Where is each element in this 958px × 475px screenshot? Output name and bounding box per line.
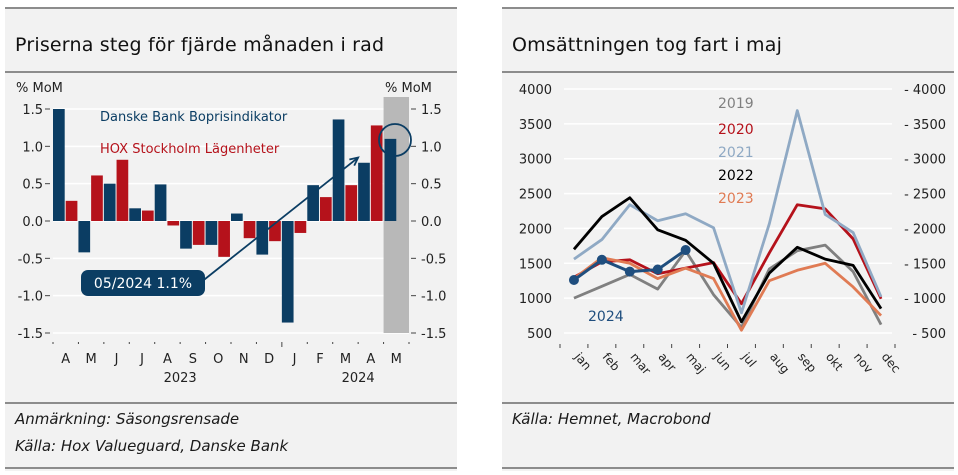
right-note-1: Källa: Hemnet, Macrobond: [512, 410, 711, 428]
top-rule: [502, 7, 954, 9]
right-chart-title: Omsättningen tog fart i maj: [512, 34, 783, 56]
bottom-rule: [5, 467, 457, 469]
notes-rule: [502, 402, 954, 404]
left-chart-title: Priserna steg för fjärde månaden i rad: [15, 34, 385, 56]
bottom-rule: [502, 467, 954, 469]
notes-rule: [5, 402, 457, 404]
top-rule: [5, 7, 457, 9]
title-rule: [5, 71, 457, 73]
right-panel: Omsättningen tog fart i maj Källa: Hemne…: [502, 7, 954, 471]
left-note-2: Källa: Hox Valueguard, Danske Bank: [15, 437, 289, 455]
title-rule: [502, 71, 954, 73]
left-panel: Priserna steg för fjärde månaden i rad A…: [5, 7, 457, 471]
left-note-1: Anmärkning: Säsongsrensade: [15, 410, 240, 428]
